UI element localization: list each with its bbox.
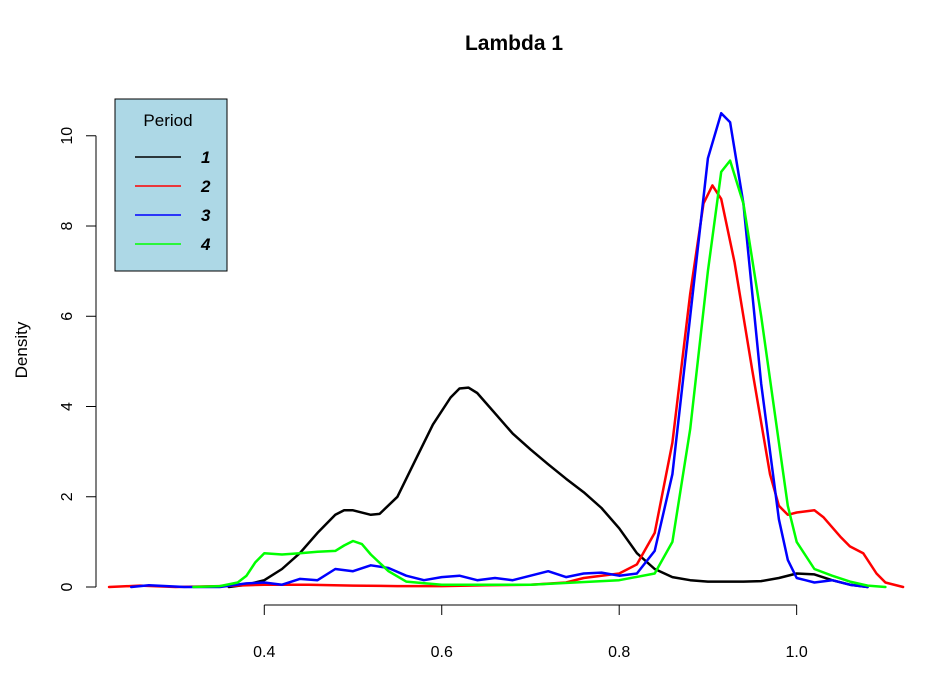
legend-entry-2: 2 — [135, 177, 211, 196]
x-tick-label: 0.8 — [608, 644, 630, 661]
y-tick-label: 10 — [59, 127, 76, 145]
chart-title: Lambda 1 — [465, 32, 563, 55]
legend-entry-3: 3 — [135, 206, 211, 225]
legend-entries: 1 2 3 4 — [135, 148, 211, 254]
series-line-3 — [129, 111, 869, 589]
y-tick-label: 8 — [59, 221, 76, 230]
x-axis: 0.4 0.6 0.8 1.0 — [253, 604, 808, 661]
legend-entry-4: 4 — [135, 235, 211, 254]
legend-label: 1 — [201, 148, 210, 167]
legend-box — [114, 98, 228, 272]
x-tick-label: 0.6 — [431, 644, 453, 661]
series-layer — [107, 111, 905, 589]
legend-title: Period — [143, 111, 192, 130]
series-line-1 — [227, 386, 869, 589]
y-axis-label: Density — [12, 321, 31, 378]
series-line-4 — [192, 159, 887, 589]
y-tick-label: 0 — [59, 582, 76, 591]
y-axis: 0 2 4 6 8 10 — [59, 127, 97, 591]
legend-label: 4 — [200, 235, 211, 254]
legend-entry-1: 1 — [135, 148, 210, 167]
x-tick-label: 0.4 — [253, 644, 275, 661]
legend-label: 2 — [200, 177, 211, 196]
y-tick-label: 6 — [59, 312, 76, 321]
legend-label: 3 — [201, 206, 211, 225]
y-tick-label: 4 — [59, 402, 76, 411]
y-tick-label: 2 — [59, 492, 76, 501]
series-line-2 — [107, 184, 905, 589]
x-tick-label: 1.0 — [786, 644, 808, 661]
legend: Period 1 2 3 4 — [114, 98, 228, 272]
